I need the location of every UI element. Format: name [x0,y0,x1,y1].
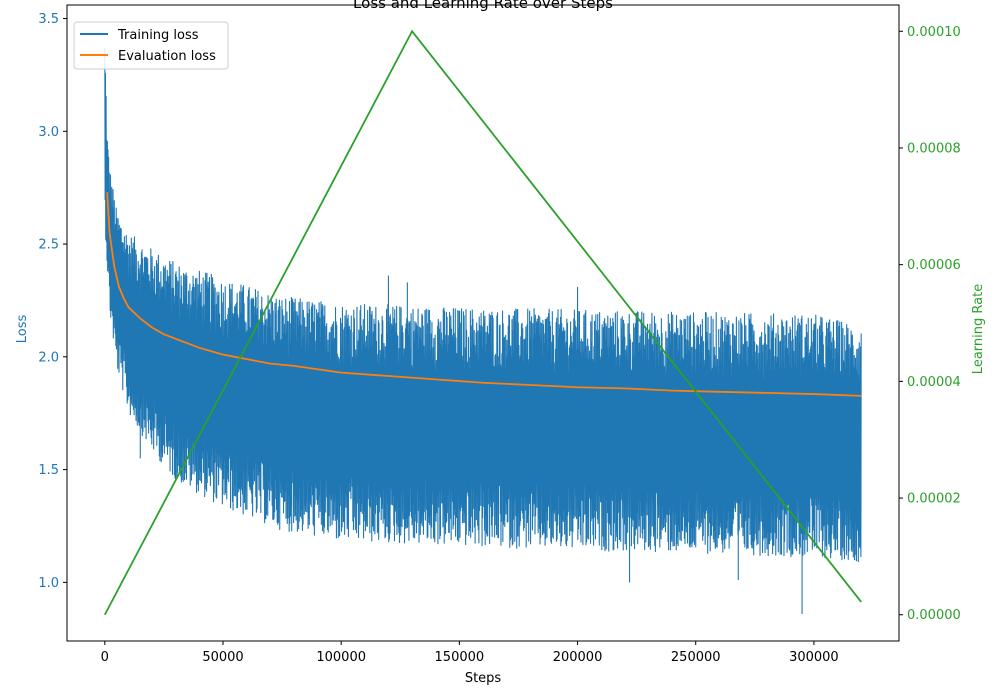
plot-area [104,29,862,616]
left-y-tick-label: 1.5 [38,463,59,478]
learning-rate-line [104,29,862,616]
right-y-tick-label: 0.00000 [907,608,961,623]
training-loss-line [104,47,862,614]
x-axis-label: Steps [465,671,502,686]
legend: Training loss Evaluation loss [73,21,229,70]
evaluation-loss-line [106,192,862,397]
left-y-axis-label: Loss [15,315,30,344]
x-tick-label: 300000 [789,650,839,665]
left-y-tick-label: 1.0 [38,576,59,591]
right-y-tick-label: 0.00008 [907,141,961,156]
right-y-tick-label: 0.00002 [907,492,961,507]
left-y-axis: 1.0 1.5 2.0 2.5 3.0 3.5 [38,12,67,591]
left-y-tick-label: 3.5 [38,12,59,27]
legend-label-evaluation-loss: Evaluation loss [118,49,216,64]
left-y-tick-label: 3.0 [38,125,59,140]
x-tick-label: 100000 [316,650,366,665]
left-y-tick-label: 2.5 [38,238,59,253]
x-axis: 0 50000 100000 150000 200000 250000 300000 [101,641,839,665]
chart-title: Loss and Learning Rate over Steps [353,0,613,12]
x-tick-label: 50000 [202,650,243,665]
x-tick-label: 250000 [671,650,721,665]
right-y-tick-label: 0.00006 [907,258,961,273]
x-tick-label: 200000 [553,650,603,665]
right-y-tick-label: 0.00010 [907,25,961,40]
left-y-tick-label: 2.0 [38,350,59,365]
legend-box [73,21,229,70]
plot-frame [66,4,900,642]
x-tick-label: 0 [101,650,109,665]
right-y-tick-label: 0.00004 [907,375,961,390]
legend-label-training-loss: Training loss [117,28,199,43]
right-y-axis-label: Learning Rate [971,284,986,374]
right-y-axis: 0.00000 0.00002 0.00004 0.00006 0.00008 0.000… [899,25,961,623]
x-tick-label: 150000 [435,650,485,665]
